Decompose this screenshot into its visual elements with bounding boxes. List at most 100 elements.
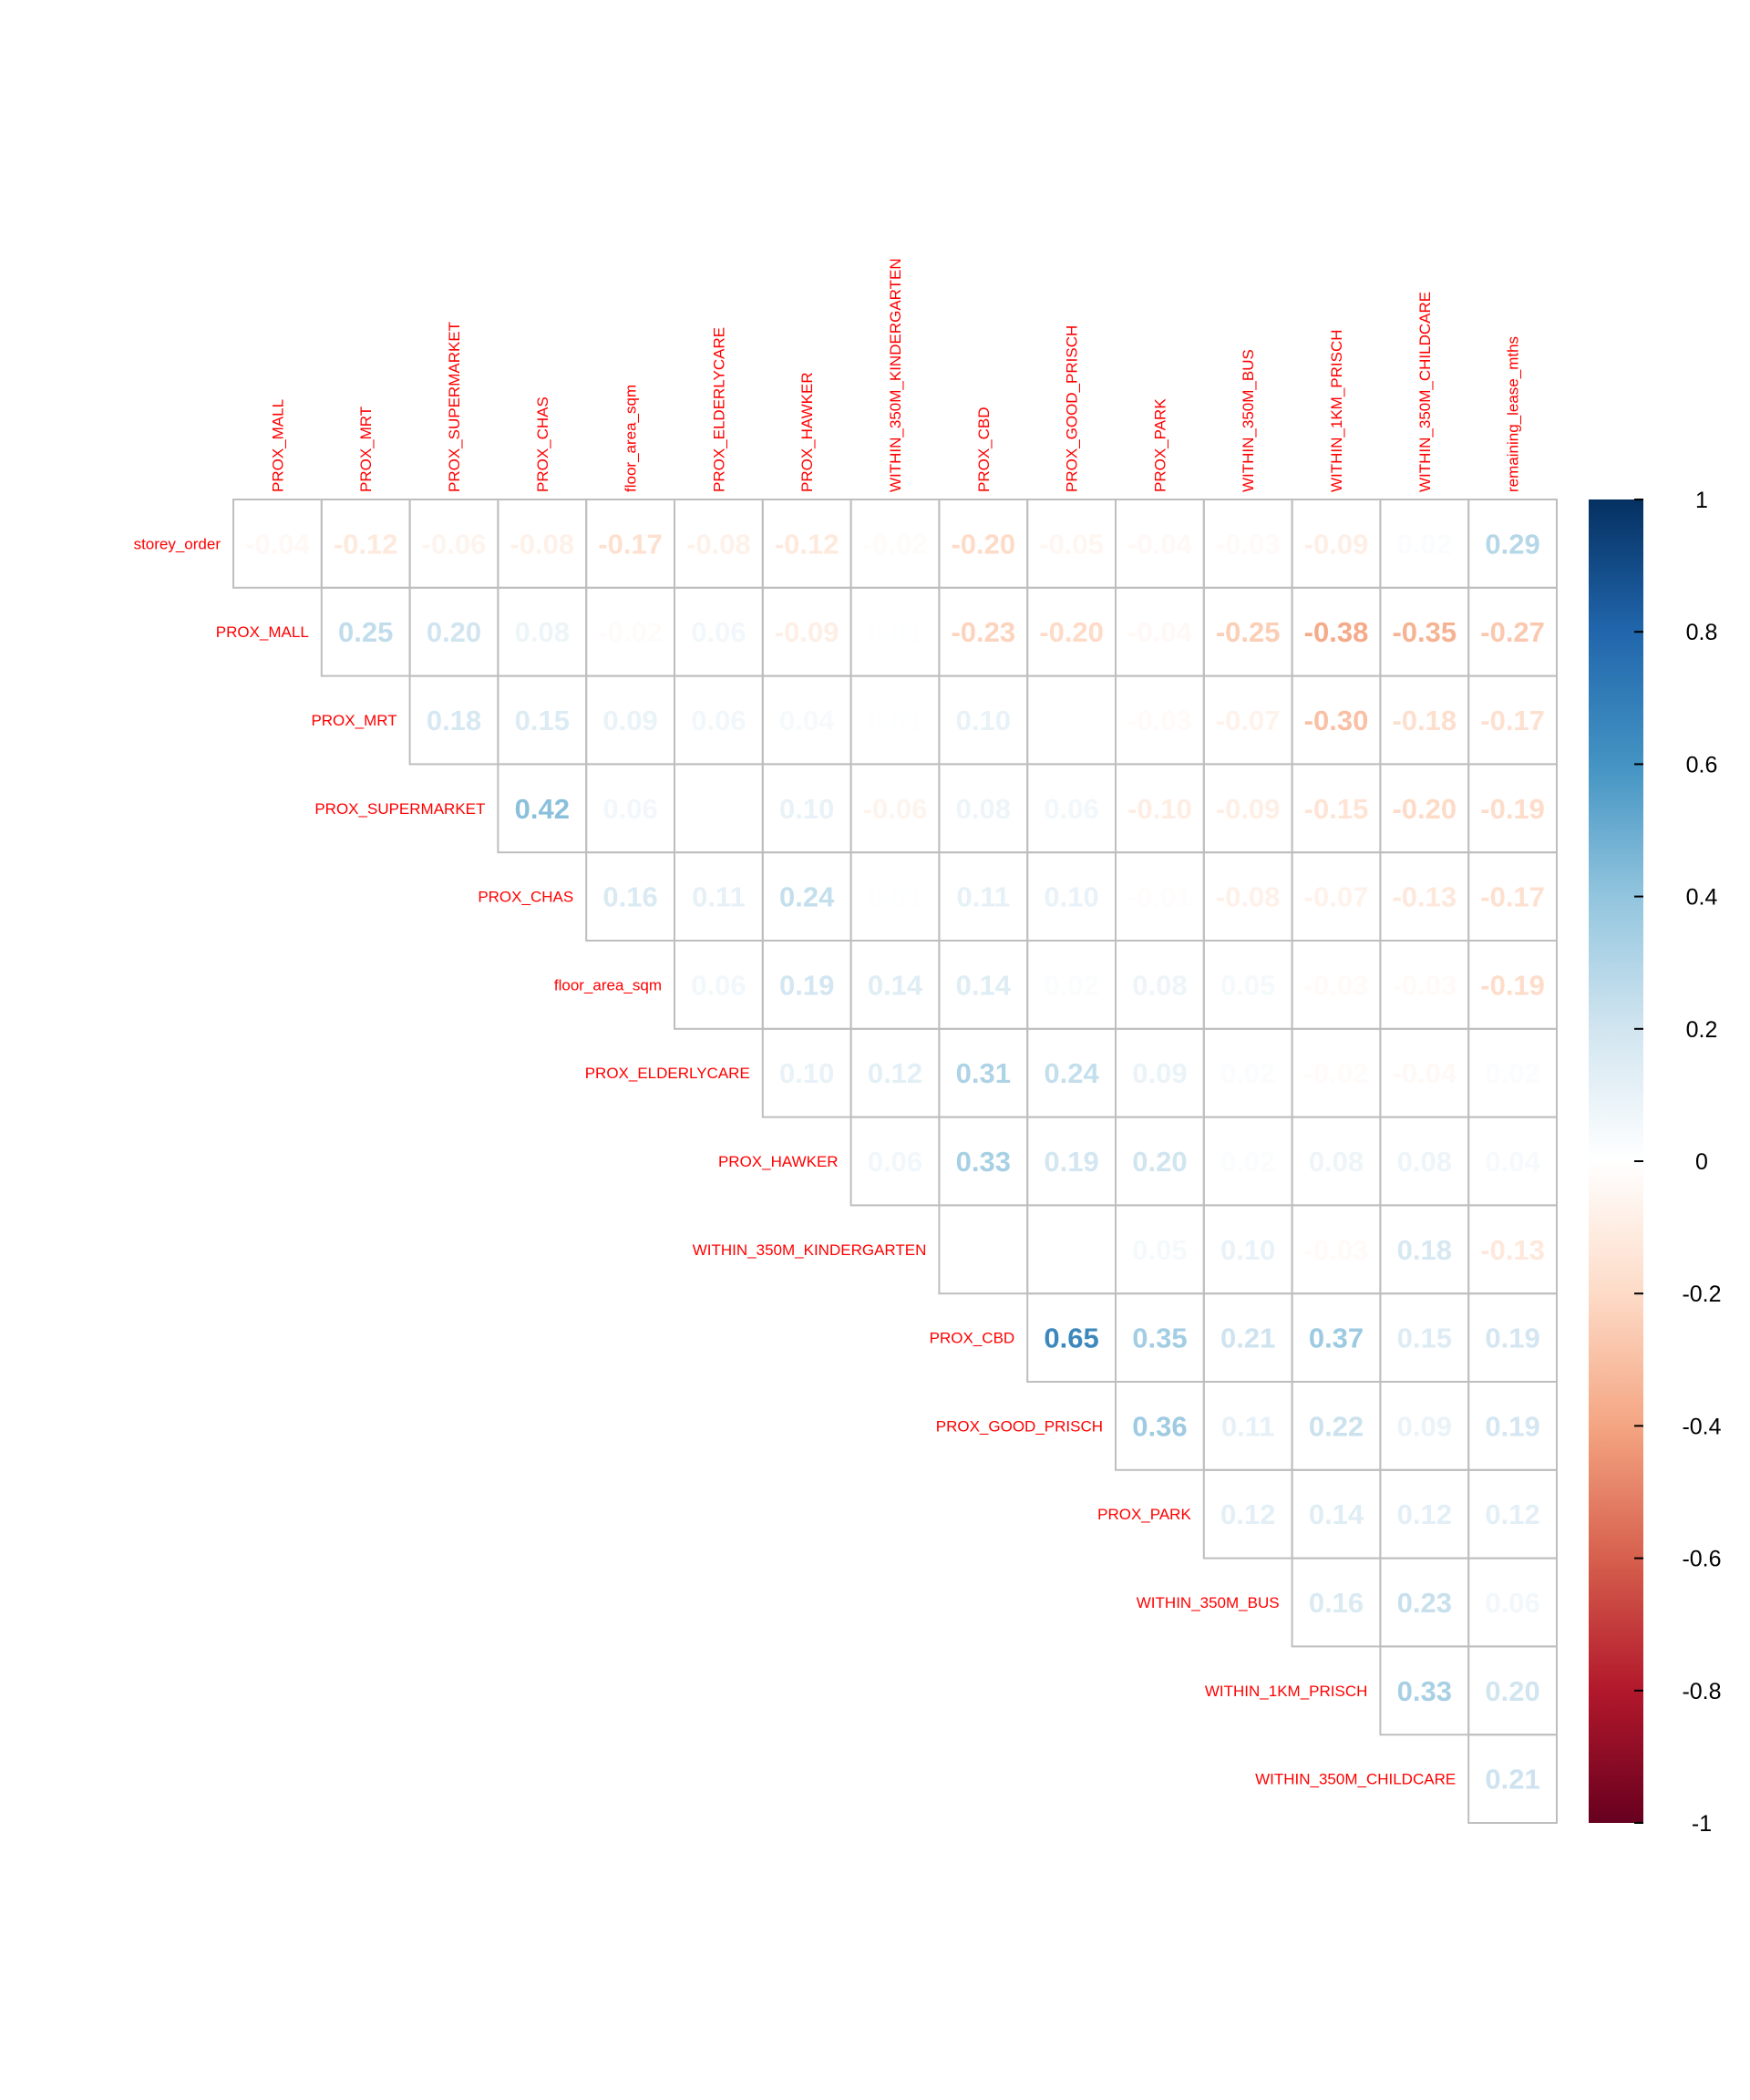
cell-value-label: 0.06 bbox=[691, 969, 746, 1001]
cell-value-label: 0.31 bbox=[956, 1057, 1011, 1089]
row-label: PROX_HAWKER bbox=[718, 1153, 839, 1170]
column-label: PROX_GOOD_PRISCH bbox=[1064, 325, 1081, 492]
cell-value-label: -0.08 bbox=[686, 528, 751, 560]
cell-value-label: 0.20 bbox=[1132, 1146, 1187, 1178]
cell-value-label: 0.05 bbox=[1220, 969, 1275, 1001]
row-label: WITHIN_350M_CHILDCARE bbox=[1255, 1771, 1456, 1788]
colorbar-tick-label: 1 bbox=[1695, 488, 1708, 513]
cell-value-label: 0.10 bbox=[1220, 1234, 1275, 1266]
cell-value-label: 0.35 bbox=[1132, 1323, 1187, 1354]
cell-value-label: -0.19 bbox=[1480, 793, 1545, 825]
cell-value-label: 0.08 bbox=[1397, 1146, 1452, 1178]
colorbar-tick-label: -1 bbox=[1692, 1811, 1712, 1837]
column-label: WITHIN_350M_KINDERGARTEN bbox=[887, 258, 904, 492]
cell-value-label: 0.65 bbox=[1044, 1323, 1098, 1354]
cell-value-label: 0.09 bbox=[1397, 1410, 1452, 1442]
column-label: WITHIN_350M_CHILDCARE bbox=[1416, 292, 1434, 492]
cell-value-label: -0.01 bbox=[1127, 881, 1192, 913]
row-label: PROX_CHAS bbox=[478, 889, 573, 906]
cell-value-label: -0.27 bbox=[1480, 616, 1545, 648]
cell-value-label: -0.03 bbox=[1216, 528, 1281, 560]
column-label: PROX_PARK bbox=[1151, 398, 1168, 492]
row-label: PROX_CBD bbox=[930, 1330, 1015, 1347]
matrix-cell bbox=[1467, 1734, 1558, 1824]
cell-value-label: 0.24 bbox=[1044, 1057, 1099, 1089]
cell-value-label: 0.12 bbox=[1220, 1498, 1275, 1530]
cell-value-label: -0.08 bbox=[1216, 881, 1281, 913]
cell-value-label: 0.06 bbox=[868, 1146, 922, 1178]
cell-value-label: 0.00 bbox=[956, 1234, 1011, 1266]
cell-value-label: -0.05 bbox=[1039, 528, 1104, 560]
column-label: WITHIN_1KM_PRISCH bbox=[1328, 329, 1345, 492]
cell-value-label: 0.12 bbox=[1397, 1498, 1452, 1530]
cell-value-label: 0.25 bbox=[338, 616, 393, 648]
row-label: PROX_PARK bbox=[1097, 1506, 1191, 1523]
cell-value-label: -0.02 bbox=[863, 528, 928, 560]
colorbar-tick-label: 0 bbox=[1695, 1149, 1708, 1175]
row-label: WITHIN_350M_KINDERGARTEN bbox=[693, 1241, 927, 1259]
cell-value-label: 0.02 bbox=[1485, 1057, 1539, 1089]
cell-value-label: 0.20 bbox=[1485, 1675, 1539, 1707]
cell-value-label: 0.10 bbox=[1044, 881, 1098, 913]
cell-value-label: 0.02 bbox=[1044, 969, 1098, 1001]
cell-value-label: 0.14 bbox=[956, 969, 1012, 1001]
cell-value-label: 0.14 bbox=[1309, 1498, 1364, 1530]
cell-value-label: -0.20 bbox=[951, 528, 1015, 560]
cell-value-label: -0.04 bbox=[1392, 1057, 1457, 1089]
row-label: WITHIN_1KM_PRISCH bbox=[1205, 1683, 1368, 1700]
matrix-cells: -0.04 -0.12 -0.06 -0.08 -0.17 -0.08 -0.12 -0.02… bbox=[232, 499, 1558, 1824]
cell-value-label: -0.18 bbox=[1392, 705, 1457, 736]
row-label: PROX_SUPERMARKET bbox=[314, 800, 485, 818]
cell-value-label: 0.11 bbox=[1221, 1410, 1275, 1442]
cell-value-label: 0.02 bbox=[1220, 1057, 1275, 1089]
cell-value-label: 0.00 bbox=[691, 793, 746, 825]
cell-value-label: 0.04 bbox=[1485, 1146, 1540, 1178]
cell-value-label: 0.36 bbox=[1132, 1410, 1187, 1442]
cell-value-label: -0.13 bbox=[1480, 1234, 1545, 1266]
cell-value-label: 0.20 bbox=[427, 616, 481, 648]
cell-value-label: -0.13 bbox=[1392, 881, 1457, 913]
cell-value-label: 0.18 bbox=[427, 705, 481, 736]
cell-value-label: -0.10 bbox=[1127, 793, 1192, 825]
cell-value-label: 0.22 bbox=[1309, 1410, 1364, 1442]
cell-value-label: 0.06 bbox=[1044, 793, 1098, 825]
cell-value-label: -0.03 bbox=[1304, 1234, 1369, 1266]
column-label: WITHIN_350M_BUS bbox=[1240, 349, 1257, 492]
row-label: PROX_ELDERLYCARE bbox=[585, 1065, 750, 1082]
cell-value-label: 0.19 bbox=[1485, 1323, 1539, 1354]
cell-value-label: -0.04 bbox=[1127, 616, 1192, 648]
cell-value-label: 0.01 bbox=[868, 705, 922, 736]
cell-value-label: 0.42 bbox=[515, 793, 570, 825]
cell-value-label: 0.06 bbox=[691, 705, 746, 736]
cell-value-label: 0.33 bbox=[1397, 1675, 1452, 1707]
cell-value-label: 0.16 bbox=[602, 881, 657, 913]
cell-value-label: -0.04 bbox=[1127, 528, 1192, 560]
cell-value-label: -0.17 bbox=[598, 528, 663, 560]
cell-value-label: -0.12 bbox=[334, 528, 398, 560]
cell-value-label: 0.01 bbox=[868, 881, 922, 913]
cell-value-label: 0.02 bbox=[1397, 528, 1452, 560]
cell-value-label: -0.12 bbox=[775, 528, 839, 560]
cell-value-label: 0.21 bbox=[1220, 1323, 1275, 1354]
cell-value-label: 0.06 bbox=[1485, 1587, 1539, 1619]
cell-value-label: 0.16 bbox=[1309, 1587, 1364, 1619]
column-label: PROX_MRT bbox=[357, 407, 375, 492]
column-label: PROX_MALL bbox=[269, 399, 286, 492]
cell-value-label: -0.30 bbox=[1304, 705, 1369, 736]
cell-value-label: 0.15 bbox=[1397, 1323, 1452, 1354]
cell-value-label: 0.23 bbox=[1397, 1587, 1452, 1619]
colorbar-tick-label: -0.4 bbox=[1682, 1414, 1721, 1439]
column-label: PROX_HAWKER bbox=[798, 372, 816, 492]
cell-value-label: -0.19 bbox=[1480, 969, 1545, 1001]
cell-value-label: -0.09 bbox=[775, 616, 839, 648]
cell-value-label: -0.17 bbox=[1480, 705, 1545, 736]
cell-value-label: -0.17 bbox=[1480, 881, 1545, 913]
cell-value-label: 0.09 bbox=[1132, 1057, 1187, 1089]
cell-value-label: 0.08 bbox=[1132, 969, 1187, 1001]
cell-value-label: 0.05 bbox=[1132, 1234, 1187, 1266]
cell-value-label: -0.09 bbox=[1304, 528, 1369, 560]
cell-value-label: 0.10 bbox=[956, 705, 1011, 736]
cell-value-label: 0.37 bbox=[1309, 1323, 1364, 1354]
row-label: PROX_GOOD_PRISCH bbox=[936, 1417, 1103, 1435]
cell-value-label: -0.35 bbox=[1392, 616, 1457, 648]
